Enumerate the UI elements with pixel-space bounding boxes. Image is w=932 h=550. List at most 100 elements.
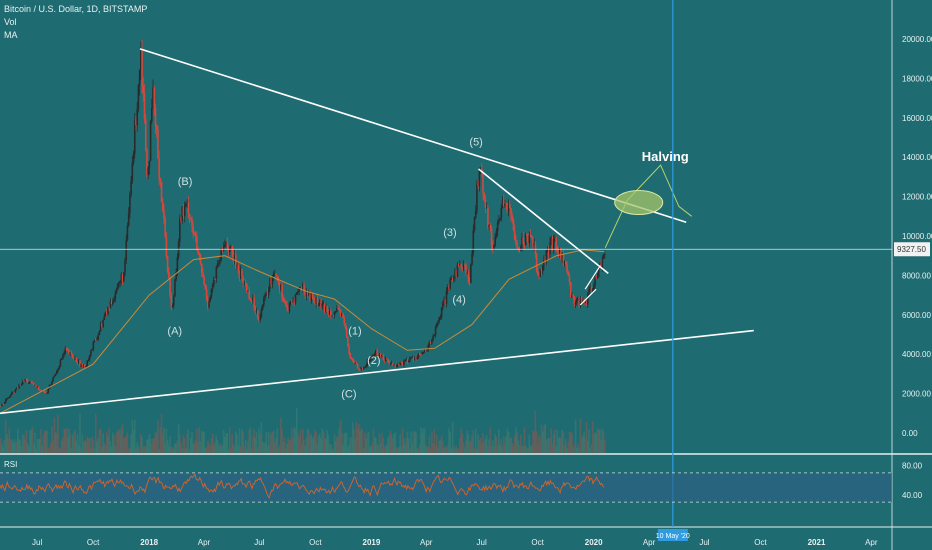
candle-body [239,269,242,279]
volume-bar [98,429,101,453]
volume-bar [158,448,160,453]
candle-body [96,339,98,341]
volume-bar [344,432,347,453]
candle-body [321,303,324,308]
moving-average-line [0,249,605,414]
candle-body [596,276,599,279]
volume-bar [288,440,291,453]
volume-bar [339,420,342,453]
candle-body [198,253,201,256]
volume-bar [507,432,510,453]
candle-body [510,208,512,216]
candle-body [256,310,259,319]
volume-bar [6,434,8,453]
candle-body [51,381,53,385]
candle-body [275,273,277,276]
candle-body [119,280,121,283]
volume-bar [237,445,240,453]
candle-body [446,287,449,291]
wave-label-w3: (3) [443,227,456,239]
volume-bar [547,438,550,453]
candle-body [142,85,145,94]
x-tick-label: Apr [643,538,656,547]
volume-bar [597,430,600,453]
volume-bar [71,434,74,453]
volume-bar [320,438,322,453]
candle-body [252,298,254,302]
candle-body [438,317,440,322]
candle-body [205,289,208,299]
candle-body [1,403,3,407]
candle-body [28,382,30,384]
candle-body [135,120,137,126]
candle-body [304,292,307,297]
volume-bar [326,430,328,453]
candle-body [389,363,392,365]
volume-bar [495,436,498,453]
volume-bar [245,448,248,453]
volume-bar [364,432,366,453]
volume-bar [396,447,399,453]
candle-body [21,381,24,385]
candle-body [386,358,388,360]
volume-bar [432,443,434,453]
candle-body [114,293,117,300]
volume-bar [45,431,47,453]
candle-body [132,153,135,163]
candle-body [495,231,498,237]
volume-bar [170,446,173,453]
volume-bar [455,445,458,453]
candle-body [399,362,402,366]
candle-body [118,282,120,284]
candle-body [585,302,588,305]
candle-body [450,277,453,280]
volume-bar [337,435,339,453]
volume-bar [172,448,175,453]
candle-body [147,167,149,175]
candle-body [343,317,346,324]
volume-bar [569,431,572,453]
candle-body [488,225,490,228]
candle-body [103,316,106,320]
volume-bar [225,433,227,453]
candle-body [377,354,380,357]
candle-body [20,384,23,386]
candle-body [478,169,481,187]
candle-body [125,239,128,261]
volume-bar [392,438,394,453]
volume-bar [254,437,257,453]
volume-bar [510,437,512,453]
candle-body [8,396,11,398]
volume-bar [219,443,221,453]
volume-bar [163,427,165,453]
candle-body [66,349,69,351]
candle-body [41,391,44,393]
volume-bar [406,431,409,453]
candle-body [260,309,263,317]
volume-bar [58,447,61,453]
candle-body [461,266,464,268]
volume-bar [266,446,269,453]
candle-body [422,352,425,354]
candle-body [578,297,581,306]
volume-bar [460,428,462,453]
candle-body [534,243,537,254]
volume-bar [561,429,563,453]
volume-bar [532,430,534,453]
candle-body [26,379,29,383]
candle-body [9,394,12,397]
candle-body [287,307,289,312]
volume-bar [196,428,198,453]
candle-body [216,263,219,268]
candle-body [152,87,154,108]
candle-body [529,234,532,236]
volume-bar [40,429,42,453]
candle-body [456,263,459,277]
candle-body [0,405,2,407]
candle-body [487,207,489,228]
volume-bar [428,435,431,453]
volume-bar [303,439,305,453]
volume-bar [277,448,280,453]
candle-body [294,294,297,303]
